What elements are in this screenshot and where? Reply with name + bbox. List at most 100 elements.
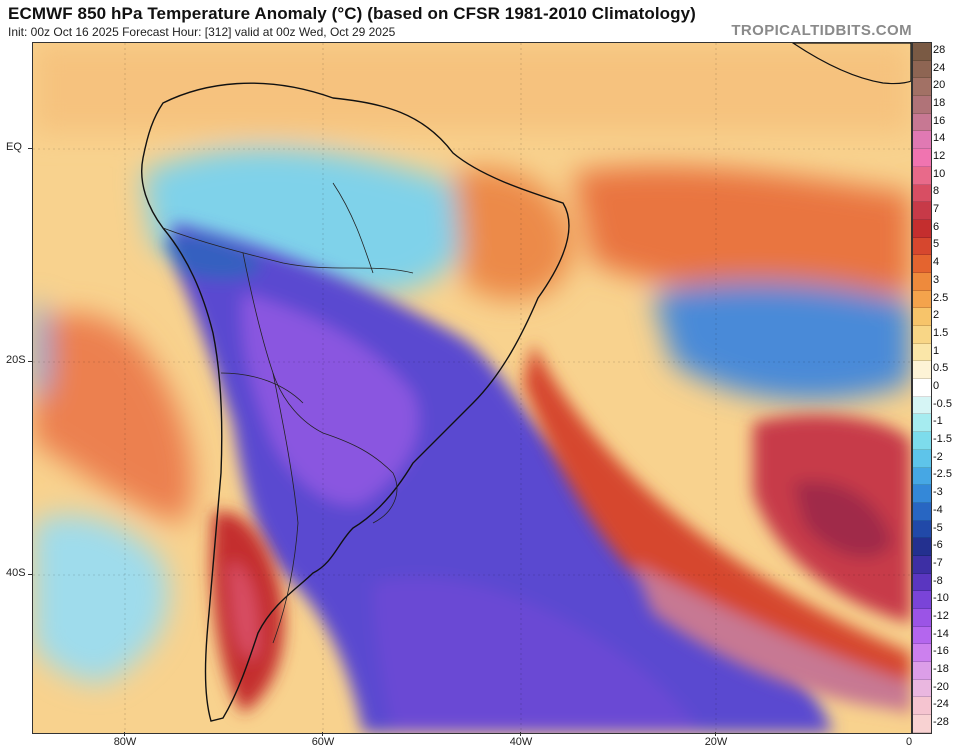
colorbar-label: -1 <box>933 415 943 428</box>
colorbar-label: 14 <box>933 132 946 145</box>
colorbar-label: -14 <box>933 627 949 640</box>
colorbar-segment <box>913 60 931 79</box>
lon-tick <box>520 732 521 736</box>
colorbar-segment <box>913 272 931 291</box>
colorbar-label: -24 <box>933 698 949 711</box>
colorbar-segment <box>913 432 931 450</box>
colorbar-label: -2.5 <box>933 468 952 481</box>
forecast-info: Init: 00z Oct 16 2025 Forecast Hour: [31… <box>8 25 396 39</box>
lon-label-20w: 20W <box>704 736 728 748</box>
chart-title: ECMWF 850 hPa Temperature Anomaly (°C) (… <box>8 4 696 23</box>
colorbar-segment <box>913 255 931 273</box>
colorbar-segment <box>913 485 931 503</box>
colorbar-segment <box>913 697 931 716</box>
colorbar-label: -0.5 <box>933 397 952 410</box>
lon-tick <box>322 732 323 736</box>
lat-label-40s: 40S <box>6 567 26 579</box>
colorbar-segment <box>913 555 931 574</box>
lon-tick <box>124 732 125 736</box>
colorbar-segment <box>913 644 931 663</box>
colorbar-label: 28 <box>933 43 946 56</box>
colorbar-label: -3 <box>933 486 943 499</box>
lon-tick <box>715 732 716 736</box>
colorbar-segment <box>913 361 931 380</box>
colorbar-segment <box>913 96 931 114</box>
lat-tick <box>28 148 32 149</box>
colorbar-segment <box>913 502 931 521</box>
colorbar-label: -8 <box>933 574 943 587</box>
lat-tick <box>28 574 32 575</box>
south-america-coastline <box>141 82 570 722</box>
lat-tick <box>28 361 32 362</box>
colorbar-label: 8 <box>933 185 940 198</box>
colorbar-label: 10 <box>933 167 946 180</box>
colorbar-segment <box>913 396 931 415</box>
colorbar-segment <box>913 149 931 167</box>
colorbar-label: 18 <box>933 96 946 109</box>
colorbar-segment <box>913 449 931 468</box>
colorbar-segment <box>913 290 931 309</box>
colorbar-segment <box>913 715 931 733</box>
map-canvas <box>33 43 911 733</box>
colorbar-segment <box>913 43 931 61</box>
colorbar-label: 20 <box>933 79 946 92</box>
anomaly-field <box>33 43 911 683</box>
colorbar-label: -18 <box>933 663 949 676</box>
colorbar-segment <box>913 467 931 486</box>
colorbar-label: -28 <box>933 716 949 729</box>
colorbar-label: -4 <box>933 503 943 516</box>
lon-label-0: 0 <box>905 736 913 748</box>
lon-label-80w: 80W <box>113 736 137 748</box>
colorbar-segment <box>913 237 931 256</box>
country-borders <box>162 182 414 644</box>
colorbar-segment <box>913 166 931 185</box>
colorbar-label: 0.5 <box>933 362 949 375</box>
colorbar-label: 0 <box>933 380 940 392</box>
colorbar-label: 2.5 <box>933 291 949 304</box>
colorbar-legend <box>912 42 932 734</box>
colorbar-label: 3 <box>933 273 940 286</box>
watermark: TROPICALTIDBITS.COM <box>731 22 912 39</box>
colorbar-segment <box>913 626 931 645</box>
colorbar-segment <box>913 202 931 220</box>
africa-coastline <box>791 43 911 85</box>
colorbar-label: 16 <box>933 114 946 127</box>
graticule <box>33 43 911 733</box>
colorbar-label: 12 <box>933 150 946 162</box>
colorbar-label: 1 <box>933 344 940 357</box>
colorbar-segment <box>913 326 931 344</box>
colorbar-segment <box>913 609 931 627</box>
lon-label-40w: 40W <box>509 736 533 748</box>
colorbar-segment <box>913 573 931 592</box>
colorbar-segment <box>913 591 931 609</box>
colorbar-label: 7 <box>933 203 940 216</box>
colorbar-segment <box>913 131 931 150</box>
colorbar-label: 4 <box>933 256 940 269</box>
lat-label-20s: 20S <box>6 354 26 366</box>
colorbar-segment <box>913 662 931 680</box>
colorbar-segment <box>913 538 931 556</box>
colorbar-label: 24 <box>933 61 946 74</box>
lon-label-60w: 60W <box>311 736 335 748</box>
colorbar-segment <box>913 679 931 698</box>
colorbar-label: 1.5 <box>933 326 949 339</box>
colorbar-segment <box>913 308 931 326</box>
colorbar-segment <box>913 343 931 362</box>
warm-anomaly <box>211 343 911 713</box>
anomaly-map[interactable] <box>32 42 912 734</box>
colorbar-segment <box>913 184 931 203</box>
colorbar-label: -1.5 <box>933 433 952 446</box>
colorbar-segment <box>913 113 931 132</box>
colorbar-segment <box>913 379 931 397</box>
colorbar-segment <box>913 78 931 97</box>
colorbar-label: -12 <box>933 610 949 622</box>
colorbar-label: 2 <box>933 309 940 322</box>
colorbar-label: -20 <box>933 680 949 693</box>
colorbar-label: 5 <box>933 238 940 251</box>
colorbar-segment <box>913 219 931 238</box>
colorbar-label: -5 <box>933 521 943 534</box>
lat-label-eq: EQ <box>6 141 22 153</box>
colorbar-label: -16 <box>933 645 949 658</box>
colorbar-segment <box>913 414 931 433</box>
colorbar-label: -7 <box>933 556 943 569</box>
